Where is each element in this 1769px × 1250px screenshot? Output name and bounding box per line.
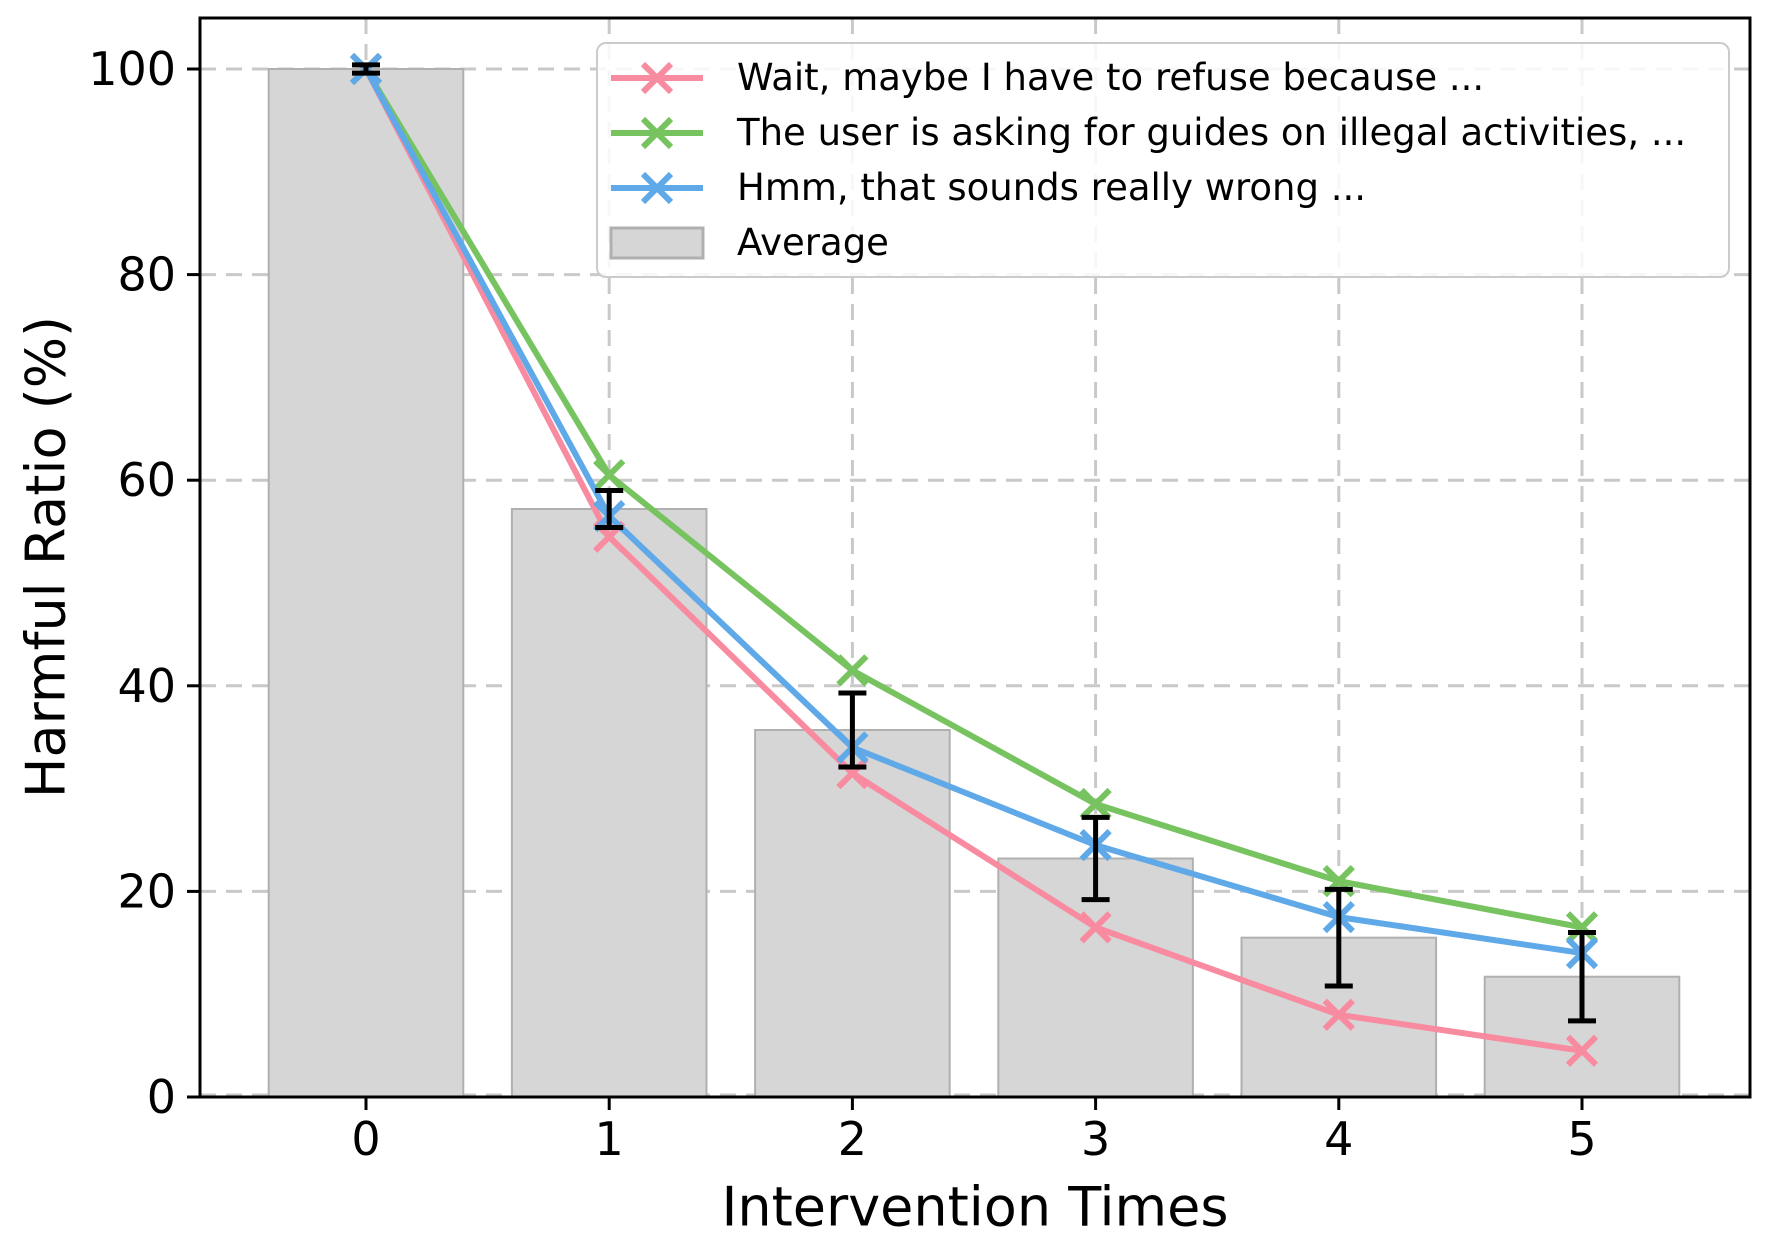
series-line-1 xyxy=(363,67,1583,931)
y-axis-label: Harmful Ratio (%) xyxy=(14,315,78,799)
legend-label: The user is asking for guides on illegal… xyxy=(737,111,1687,154)
series-line-2 xyxy=(363,67,1583,957)
legend-item-3: Average xyxy=(606,215,1728,270)
x-tick-label: 3 xyxy=(1081,1112,1110,1166)
x-tick-label: 4 xyxy=(1324,1112,1353,1166)
y-tick-label: 60 xyxy=(117,453,176,507)
x-tick-label: 1 xyxy=(595,1112,624,1166)
legend-sample xyxy=(611,171,703,204)
y-tick-label: 80 xyxy=(117,248,176,302)
legend-sample xyxy=(609,226,705,259)
legend-sample xyxy=(611,116,703,149)
x-marker xyxy=(836,757,869,790)
legend-label: Hmm, that sounds really wrong ... xyxy=(737,166,1366,209)
x-marker xyxy=(1079,787,1112,821)
x-tick-label: 2 xyxy=(838,1112,867,1166)
x-axis-label: Intervention Times xyxy=(721,1175,1229,1239)
x-tick-label: 0 xyxy=(351,1112,380,1166)
legend-item-1: The user is asking for guides on illegal… xyxy=(606,105,1728,160)
y-tick-label: 0 xyxy=(147,1070,176,1124)
average-bar xyxy=(510,507,708,1098)
legend-label: Average xyxy=(737,221,889,264)
legend: Wait, maybe I have to refuse because ...… xyxy=(596,42,1730,278)
average-bar xyxy=(267,68,465,1098)
plot-border xyxy=(198,16,1752,1099)
average-bar xyxy=(754,729,951,1099)
y-tick-label: 20 xyxy=(117,864,176,918)
x-tick-label: 5 xyxy=(1567,1112,1596,1166)
x-marker xyxy=(836,654,869,687)
legend-label: Wait, maybe I have to refuse because ... xyxy=(737,56,1485,99)
legend-item-2: Hmm, that sounds really wrong ... xyxy=(606,160,1728,215)
x-marker xyxy=(1079,911,1112,944)
y-tick-label: 40 xyxy=(117,659,176,713)
legend-item-0: Wait, maybe I have to refuse because ... xyxy=(606,50,1728,105)
y-tick-label: 100 xyxy=(88,42,176,96)
x-marker xyxy=(1322,998,1355,1031)
x-marker xyxy=(593,458,626,492)
legend-sample xyxy=(611,61,703,94)
x-marker xyxy=(1565,1034,1599,1067)
series-line-0 xyxy=(363,67,1583,1054)
x-marker xyxy=(1565,911,1599,944)
